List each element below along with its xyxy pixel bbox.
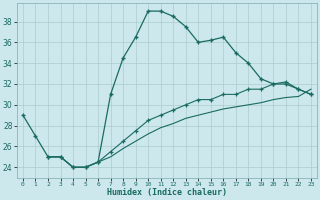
X-axis label: Humidex (Indice chaleur): Humidex (Indice chaleur) bbox=[107, 188, 227, 197]
